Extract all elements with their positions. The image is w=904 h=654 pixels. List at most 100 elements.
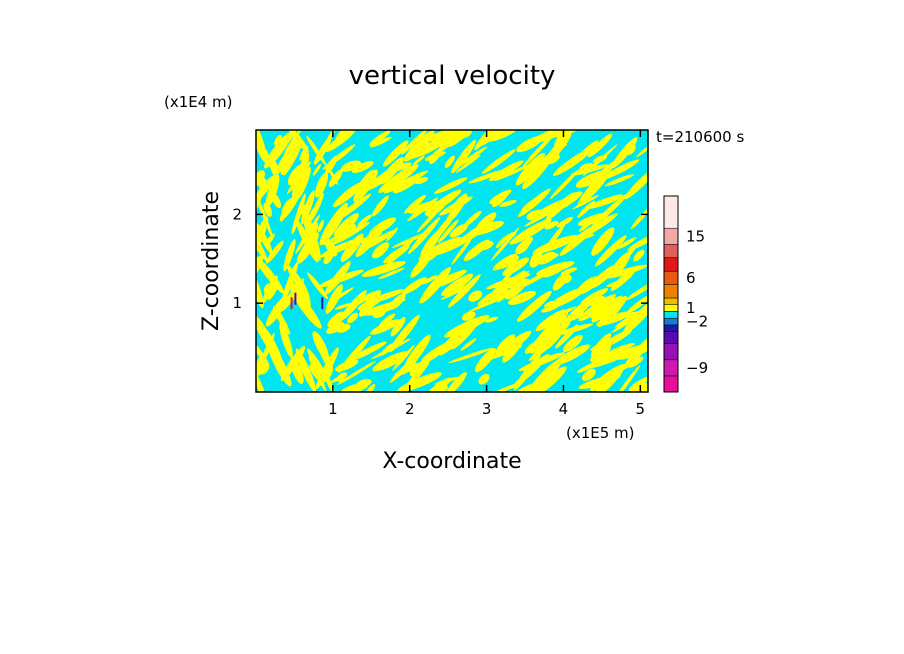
field-streak — [400, 130, 428, 155]
field-streak — [554, 344, 591, 365]
field-streak — [389, 314, 420, 353]
colorbar-tick-label: 6 — [686, 269, 696, 287]
field-streak — [576, 276, 600, 295]
field-streak — [378, 267, 405, 280]
field-streak — [515, 152, 545, 186]
field-streak — [474, 130, 504, 151]
field-streak — [271, 160, 280, 175]
field-streak — [340, 160, 362, 172]
field-streak — [481, 130, 512, 143]
field-streak — [468, 290, 483, 302]
field-streak — [502, 334, 525, 363]
field-streak — [264, 148, 278, 182]
field-streak — [491, 191, 509, 208]
field-streak — [372, 308, 386, 319]
chart-title: vertical velocity — [349, 61, 556, 91]
field-streak — [420, 229, 442, 257]
field-streak — [532, 235, 576, 255]
field-streak — [451, 139, 477, 174]
field-streak — [322, 229, 353, 245]
field-streak — [372, 242, 390, 259]
x-tick-label: 1 — [328, 400, 338, 418]
field-streak — [474, 348, 496, 373]
field-streak — [389, 354, 419, 383]
field-streak — [528, 357, 564, 392]
colorbar-level — [663, 343, 679, 361]
field-streak — [425, 130, 471, 142]
field-streak — [555, 324, 579, 349]
field-streak — [256, 193, 274, 239]
field-streak — [336, 372, 347, 382]
field-streak — [265, 174, 280, 207]
field-streak — [437, 219, 459, 244]
field-streak — [434, 177, 468, 194]
field-streak — [273, 306, 291, 335]
x-tick-label: 4 — [559, 400, 569, 418]
field-streak — [309, 192, 324, 222]
field-streak — [542, 253, 559, 261]
field-streak — [628, 381, 647, 392]
field-streak — [449, 223, 468, 238]
field-streak — [283, 239, 296, 272]
colorbar-level — [663, 311, 679, 319]
field-streak — [591, 227, 615, 256]
field-streak — [291, 193, 306, 235]
field-streak — [307, 272, 328, 300]
field-streak — [499, 200, 517, 207]
colorbar-frame — [663, 195, 679, 393]
field-streak — [285, 130, 302, 146]
field-streak — [597, 295, 628, 328]
colorbar-tick-label: −2 — [686, 313, 708, 331]
field-streak — [451, 234, 474, 265]
field-streak — [530, 130, 574, 144]
field-streak — [256, 222, 273, 255]
field-streak — [429, 148, 442, 165]
field-streak — [431, 384, 448, 392]
field-streak — [338, 335, 371, 373]
field-streak — [518, 188, 551, 217]
field-streak — [421, 338, 460, 362]
field-streak — [392, 345, 415, 371]
velocity-field — [256, 130, 648, 392]
field-streak — [256, 130, 267, 163]
field-streak — [410, 253, 432, 278]
field-streak — [549, 169, 580, 200]
field-streak — [490, 227, 520, 261]
field-streak — [586, 194, 624, 210]
field-streak — [545, 333, 559, 350]
field-streak — [357, 214, 373, 227]
field-streak — [383, 170, 428, 194]
field-streak — [541, 132, 572, 168]
field-streak — [502, 257, 530, 276]
field-streak — [575, 213, 618, 240]
field-streak — [556, 216, 573, 228]
colorbar — [663, 195, 679, 393]
field-streak — [262, 275, 278, 303]
field-streak — [440, 282, 475, 300]
field-streak — [624, 166, 648, 200]
field-streak — [468, 295, 507, 312]
field-streak — [370, 136, 392, 148]
field-streak — [489, 382, 523, 392]
field-streak — [563, 334, 583, 352]
field-streak — [612, 365, 641, 392]
colorbar-level — [663, 359, 679, 377]
field-streak — [547, 287, 586, 310]
field-streak — [498, 272, 512, 288]
colorbar-level — [663, 297, 679, 305]
field-streak — [256, 255, 285, 294]
field-streak — [277, 140, 301, 171]
field-streak — [457, 146, 488, 168]
field-streak — [622, 298, 648, 335]
y-tick-label: 1 — [232, 294, 242, 312]
x-axis: 1 2 3 4 5 — [328, 130, 645, 418]
colorbar-level — [663, 284, 679, 299]
field-streak — [587, 133, 613, 158]
colorbar-level — [663, 270, 679, 285]
colorbar-level — [663, 304, 679, 312]
field-streak — [505, 279, 527, 300]
field-streak — [626, 294, 648, 314]
field-streak — [331, 312, 346, 327]
field-streak — [628, 356, 644, 368]
